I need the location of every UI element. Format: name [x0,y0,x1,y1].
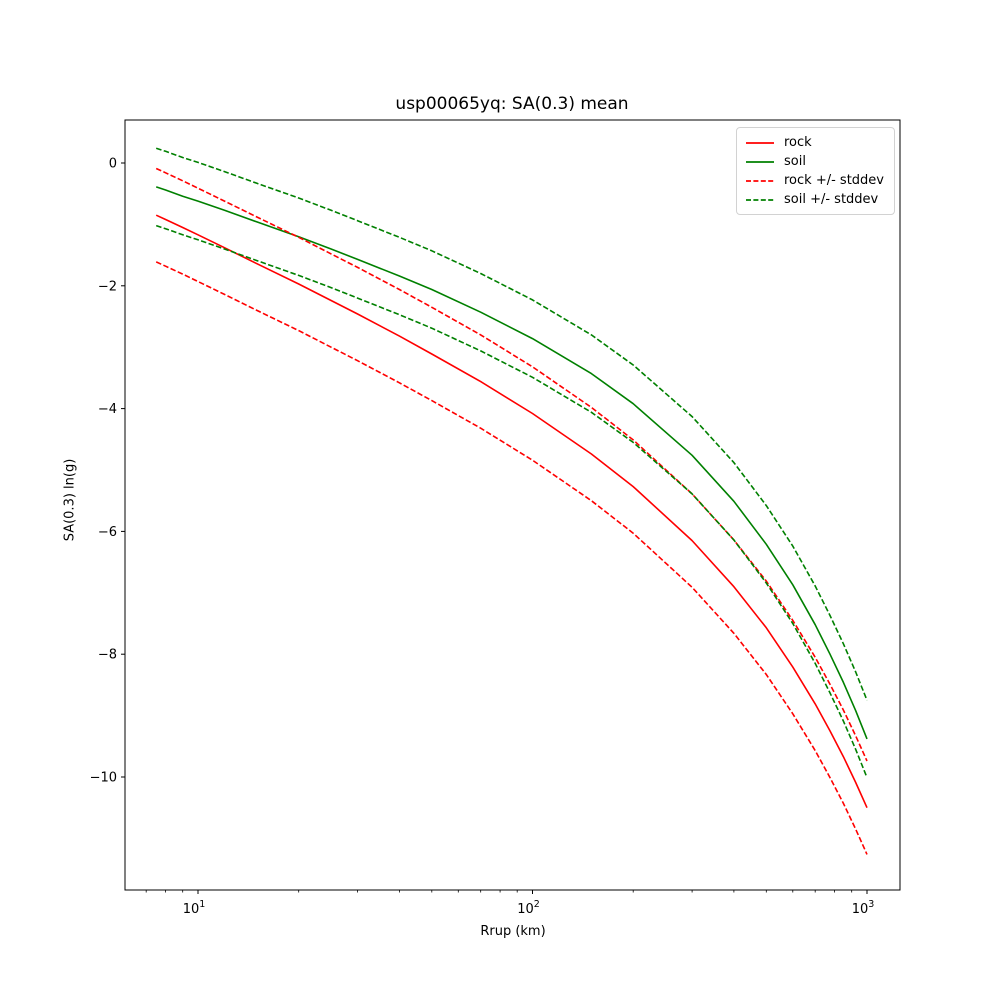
plot-border [124,119,901,891]
legend-item: soil [746,152,885,171]
curve-soil-minus-stddev [155,224,868,778]
legend-line-sample [746,198,774,201]
legend-label: rock +/- stddev [784,173,884,188]
legend-line-sample [746,179,774,182]
legend-label: soil +/- stddev [784,192,879,207]
legend-label: soil [784,154,806,169]
legend-item: rock [746,133,885,152]
x-tick-label: 102 [517,899,540,917]
y-tick-label: −8 [98,648,117,663]
legend-label: rock [784,135,812,150]
legend-line-sample [746,141,774,144]
axes-frame [124,119,901,891]
legend-item: soil +/- stddev [746,190,885,209]
chart-title: usp00065yq: SA(0.3) mean [395,94,629,114]
curve-rock [155,214,868,809]
y-tick-label: −4 [98,402,117,417]
x-tick-label: 101 [183,899,206,917]
curve-soil [155,186,868,740]
curve-soil-plus-stddev [155,147,868,701]
legend-line-sample [746,160,774,163]
y-tick-label: 0 [109,157,117,172]
y-tick-label: −6 [98,525,117,540]
y-tick-label: −2 [98,279,117,294]
legend-item: rock +/- stddev [746,171,885,190]
axis-ticks: 0 −2 −4 −6 −8 −10 101 102 103 [90,157,875,918]
legend: rock soil rock +/- stddev soil +/- stddev [736,127,895,215]
curve-rock-plus-stddev [155,167,868,762]
x-axis-label: Rrup (km) [480,924,546,939]
y-tick-label: −10 [90,771,117,786]
curves [155,147,868,855]
x-tick-label: 103 [852,899,875,917]
curve-rock-minus-stddev [155,261,868,855]
